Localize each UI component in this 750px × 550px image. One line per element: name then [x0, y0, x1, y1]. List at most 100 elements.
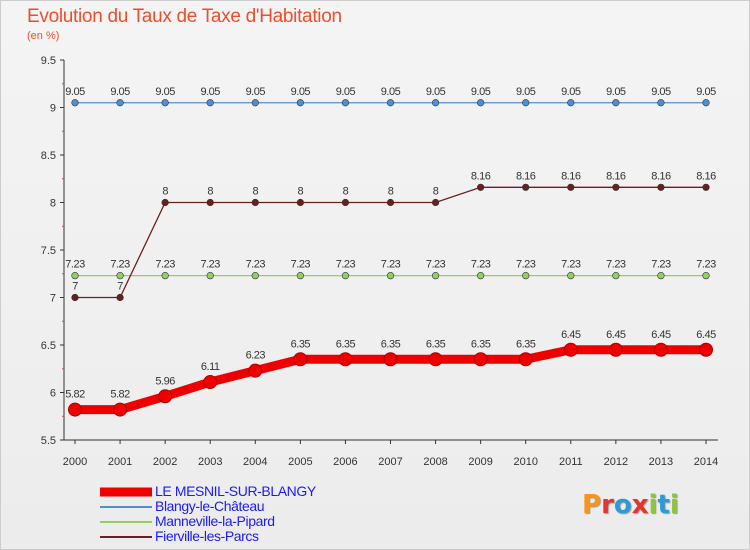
data-point: [251, 272, 259, 280]
legend-swatch-fierville: [100, 535, 152, 538]
data-point: [522, 183, 530, 191]
y-tick-label: 9: [50, 103, 56, 115]
data-point: [341, 99, 350, 107]
x-tick-label: 2010: [513, 456, 537, 468]
data-label: 7.23: [696, 259, 716, 271]
data-point: [383, 352, 398, 367]
data-label: 9.05: [381, 86, 401, 98]
data-label: 7: [72, 281, 78, 293]
data-label: 5.82: [110, 389, 130, 401]
y-tick-label: 9.5: [41, 55, 56, 67]
data-point: [206, 272, 214, 280]
data-point: [653, 342, 668, 357]
y-tick-label: 8: [50, 198, 56, 210]
proxiti-logo[interactable]: Proxiti: [582, 490, 679, 520]
data-point: [338, 352, 353, 367]
y-tick-label: 7.5: [41, 245, 56, 257]
data-point: [296, 272, 304, 280]
data-label: 9.05: [155, 86, 175, 98]
data-label: 7.23: [201, 259, 221, 271]
data-point: [116, 293, 124, 302]
data-point: [567, 183, 575, 191]
data-label: 8: [162, 186, 168, 198]
data-label: 6.35: [336, 338, 356, 350]
x-tick-label: 2006: [333, 456, 357, 468]
x-tick-label: 2009: [468, 456, 492, 468]
data-point: [612, 99, 620, 107]
data-label: 9.05: [291, 86, 311, 98]
data-label: 6.45: [696, 329, 716, 341]
data-point: [116, 272, 124, 280]
x-tick-label: 2008: [423, 456, 447, 468]
data-point: [386, 99, 395, 107]
data-point: [477, 272, 485, 280]
data-point: [567, 99, 575, 107]
data-point: [477, 183, 485, 191]
data-point: [161, 198, 169, 207]
data-label: 8: [343, 186, 349, 198]
legend-label-fierville: Fierville-les-Parcs: [155, 528, 259, 544]
data-label: 8.16: [561, 170, 581, 182]
x-tick-label: 2012: [604, 456, 628, 468]
data-point: [657, 183, 665, 191]
data-label: 6.45: [561, 329, 581, 341]
data-point: [341, 272, 350, 280]
data-point: [657, 272, 665, 280]
legend-swatch-manneville: [100, 520, 152, 523]
chart-title: Evolution du Taux de Taxe d'Habitation: [27, 6, 342, 27]
data-label: 8: [433, 186, 439, 198]
data-label: 8.16: [696, 170, 716, 182]
data-point: [608, 342, 623, 357]
data-point: [251, 198, 259, 207]
x-tick-label: 2005: [288, 456, 312, 468]
data-point: [522, 99, 530, 107]
data-point: [116, 99, 124, 107]
data-point: [158, 389, 173, 404]
y-tick-label: 5.5: [41, 435, 56, 447]
x-tick-label: 2003: [198, 456, 222, 468]
legend-label-manneville: Manneville-la-Pipard: [155, 513, 275, 529]
data-point: [699, 342, 713, 357]
data-label: 6.45: [606, 329, 626, 341]
data-point: [161, 99, 169, 107]
data-label: 9.05: [426, 86, 446, 98]
data-label: 6.35: [291, 338, 311, 350]
data-label: 7: [117, 281, 123, 293]
legend-swatch-mesnil: [100, 487, 152, 496]
data-label: 9.05: [246, 86, 266, 98]
data-label: 5.96: [155, 375, 175, 387]
data-label: 9.05: [471, 86, 491, 98]
data-label: 7.23: [426, 259, 446, 271]
x-tick-label: 2013: [649, 456, 673, 468]
data-label: 6.35: [516, 338, 536, 350]
data-label: 8.16: [516, 170, 536, 182]
data-point: [657, 99, 665, 107]
data-point: [296, 198, 304, 207]
data-point: [702, 99, 710, 107]
data-point: [248, 363, 263, 378]
data-label: 9.05: [336, 86, 356, 98]
data-label: 9.05: [110, 86, 130, 98]
data-point: [612, 183, 620, 191]
data-label: 7.23: [65, 259, 85, 271]
data-point: [518, 352, 533, 367]
x-tick-label: 2002: [153, 456, 177, 468]
data-label: 9.05: [516, 86, 536, 98]
data-label: 9.05: [201, 86, 221, 98]
data-point: [71, 293, 79, 302]
data-point: [431, 272, 440, 280]
data-point: [702, 272, 710, 280]
data-label: 6.45: [651, 329, 671, 341]
data-point: [563, 342, 578, 357]
data-point: [251, 99, 259, 107]
y-tick-label: 8.5: [41, 150, 56, 162]
data-label: 9.05: [65, 86, 85, 98]
legend-swatch-blangy: [100, 505, 152, 508]
data-label: 7.23: [651, 259, 671, 271]
data-label: 9.05: [561, 86, 581, 98]
data-label: 9.05: [606, 86, 626, 98]
x-tick-label: 2000: [63, 456, 87, 468]
data-label: 8.16: [651, 170, 671, 182]
data-label: 7.23: [606, 259, 626, 271]
